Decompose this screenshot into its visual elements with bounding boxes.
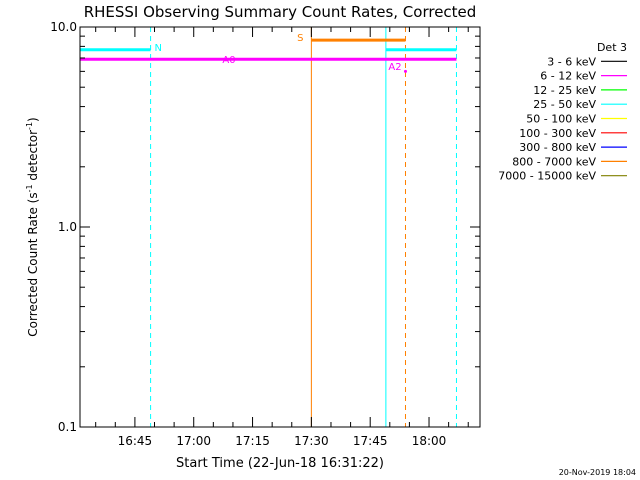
x-axis-label: Start Time (22-Jun-18 16:31:22) (176, 456, 384, 471)
legend-label: 800 - 7000 keV (512, 155, 596, 168)
x-tick-label: 17:45 (353, 434, 388, 448)
y-axis-label: Corrected Count Rate (s-1 detector-1) (25, 117, 40, 336)
chart-title: RHESSI Observing Summary Count Rates, Co… (84, 3, 477, 21)
plot-axes: 0.1 1.0 10.0 16:45 17:00 17:15 17:30 17:45 18:00 (50, 20, 481, 448)
legend-label: 6 - 12 keV (540, 70, 596, 83)
annotation-n: N (155, 43, 162, 54)
y-tick-label: 1.0 (58, 220, 77, 234)
x-tick-label: 17:15 (235, 434, 270, 448)
annotation-a0: A0 (222, 55, 235, 66)
legend-label: 25 - 50 keV (533, 98, 596, 111)
plot-annotations: N S A0 A2 (155, 33, 402, 73)
y-tick-label: 10.0 (50, 20, 77, 34)
annotation-s: S (297, 33, 303, 44)
plot-lines (79, 27, 457, 427)
x-tick-label: 18:00 (412, 434, 447, 448)
legend-title: Det 3 (597, 41, 627, 54)
x-tick-label: 16:45 (118, 434, 153, 448)
x-tick-label: 17:30 (294, 434, 329, 448)
legend-label: 50 - 100 keV (526, 113, 596, 126)
legend-label: 3 - 6 keV (547, 55, 596, 68)
marker-0 (403, 69, 407, 73)
x-tick-label: 17:00 (176, 434, 211, 448)
legend-label: 300 - 800 keV (519, 141, 596, 154)
y-tick-label: 0.1 (58, 420, 77, 434)
legend-label: 12 - 25 keV (533, 84, 596, 97)
legend-label: 100 - 300 keV (519, 127, 596, 140)
legend-label: 7000 - 15000 keV (498, 170, 596, 183)
plot-frame (79, 26, 481, 428)
footer-date: 20-Nov-2019 18:04 (559, 468, 636, 477)
annotation-a2: A2 (388, 62, 401, 73)
